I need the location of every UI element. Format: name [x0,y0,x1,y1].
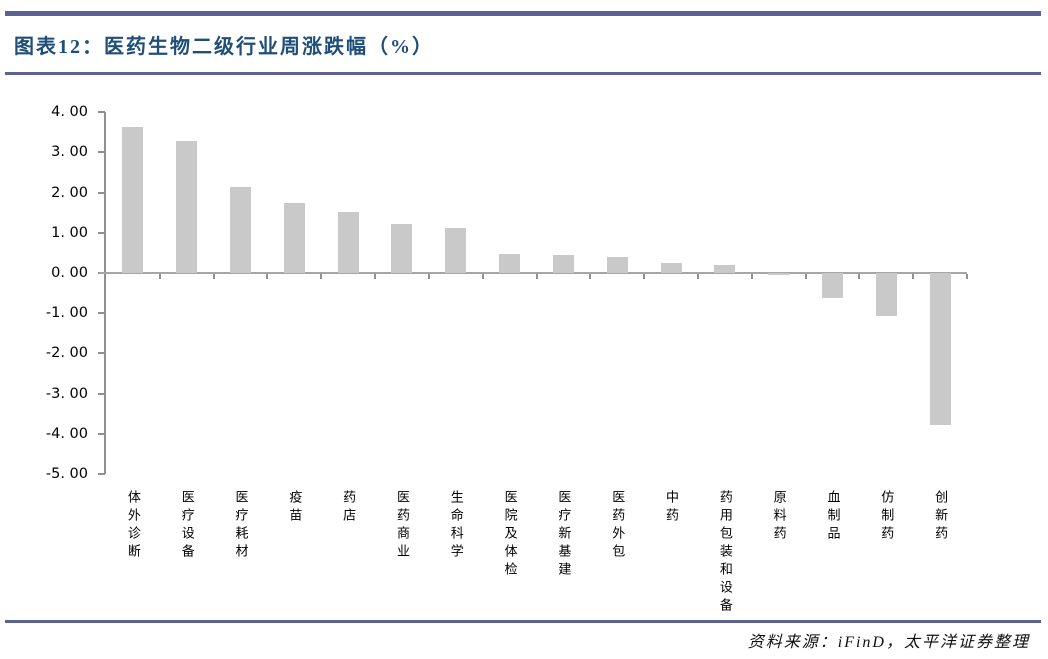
x-axis-category-label: 生命科学 [448,490,464,562]
bar [660,262,682,273]
x-axis-tick [804,274,807,279]
bar [768,273,790,276]
x-axis-category-label: 药店 [341,490,357,526]
x-axis-tick [427,274,430,279]
x-axis-category-label: 创新药 [933,490,949,544]
x-axis-category-label: 医疗设备 [179,490,195,562]
x-axis-line [99,272,967,274]
x-axis-tick [696,274,699,279]
x-axis-category-label: 原料药 [771,490,787,544]
bar [445,227,467,273]
x-axis-tick [643,274,646,279]
bar [283,203,305,273]
y-axis-tick-label: 1. 00 [51,224,88,241]
x-axis-category-label: 医药商业 [394,490,410,562]
bar [176,140,198,273]
x-axis-category-label: 血制品 [825,490,841,544]
y-axis-tick [98,473,105,475]
y-axis-tick [98,191,105,194]
y-axis-tick [98,111,105,114]
x-axis-tick [966,274,968,279]
bar [230,186,252,273]
bar [875,273,897,316]
figure-title: 图表12：医药生物二级行业周涨跌幅（%） [14,36,434,58]
y-axis-tick [98,231,105,234]
x-axis-category-label: 医院及体检 [502,490,518,580]
x-axis-tick [589,274,592,279]
y-axis-line [104,112,106,474]
y-axis-tick [98,432,105,435]
x-axis-category-label: 医药外包 [610,490,626,562]
x-axis-category-label: 体外诊断 [125,490,141,562]
y-axis-tick-label: -1. 00 [45,305,88,322]
x-axis-category-label: 医疗耗材 [233,490,249,562]
bar [929,273,951,425]
bar [552,254,574,273]
y-axis-tick-label: -4. 00 [45,425,88,442]
footer-divider [5,620,1041,623]
y-axis-tick-label: -2. 00 [45,345,88,362]
x-axis-category-label: 药用包装和设备 [717,490,733,616]
bar [337,212,359,273]
bar [391,223,413,273]
bar [821,273,843,298]
x-axis-tick [535,274,538,279]
x-axis-tick [158,274,161,279]
x-axis-category-label: 仿制药 [879,490,895,544]
x-axis-tick [212,274,215,279]
source-note: 资料来源：iFinD，太平洋证券整理 [747,634,1030,651]
bar [606,256,628,273]
x-axis-tick [374,274,377,279]
x-axis-tick [266,274,269,279]
x-axis-category-label: 医疗新基建 [556,490,572,580]
y-axis-tick-label: -3. 00 [45,385,88,402]
bar [499,254,521,273]
y-axis-tick-label: 4. 00 [51,104,88,121]
x-axis-category-label: 中药 [664,490,680,526]
y-axis-tick [98,392,105,395]
bar [714,264,736,273]
x-axis-tick [858,274,861,279]
y-axis-tick-label: 3. 00 [51,144,88,161]
x-axis-tick [750,274,753,279]
title-divider [5,72,1041,75]
top-divider [5,11,1041,16]
y-axis-tick-label: 2. 00 [51,184,88,201]
y-axis-tick [98,352,105,355]
x-axis-category-label: 疫苗 [287,490,303,526]
y-axis-tick [98,151,105,154]
bar [122,127,144,273]
y-axis-tick [98,312,105,315]
x-axis-tick [481,274,484,279]
y-axis-tick-label: 0. 00 [51,265,88,281]
x-axis-tick [320,274,323,279]
y-axis-tick-label: -5. 00 [45,466,88,482]
x-axis-tick [912,274,915,279]
